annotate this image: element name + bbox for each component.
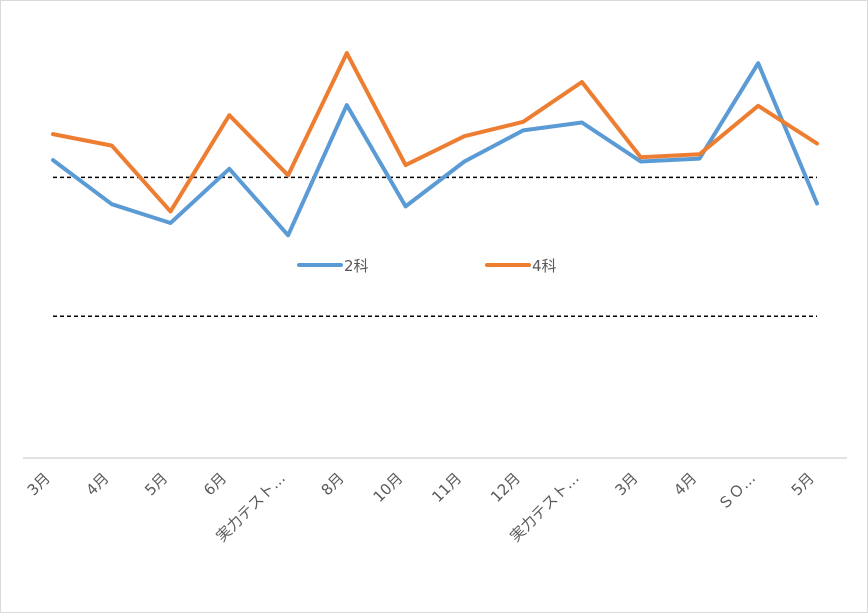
- x-tick-label: 11月: [428, 469, 465, 506]
- x-tick-label: 3月: [611, 469, 641, 499]
- x-tick-label: 12月: [487, 469, 524, 506]
- x-tick-label: 6月: [200, 469, 230, 499]
- legend-label-1: 2科: [344, 257, 369, 275]
- x-tick-label: 8月: [318, 469, 348, 499]
- x-tick-label: 5月: [141, 469, 171, 499]
- x-tick-label: ＳＯ…: [715, 469, 760, 514]
- x-tick-label: 3月: [24, 469, 54, 499]
- x-tick-label: 10月: [370, 469, 407, 506]
- x-tick-label: 5月: [788, 469, 818, 499]
- legend: 2科 4科: [299, 257, 557, 275]
- series-layer: [53, 53, 817, 235]
- series-line-2: [53, 53, 817, 211]
- reference-lines: [53, 177, 817, 316]
- legend-label-2: 4科: [532, 257, 557, 275]
- x-tick-label: 4月: [83, 469, 113, 499]
- x-tick-label: 4月: [670, 469, 700, 499]
